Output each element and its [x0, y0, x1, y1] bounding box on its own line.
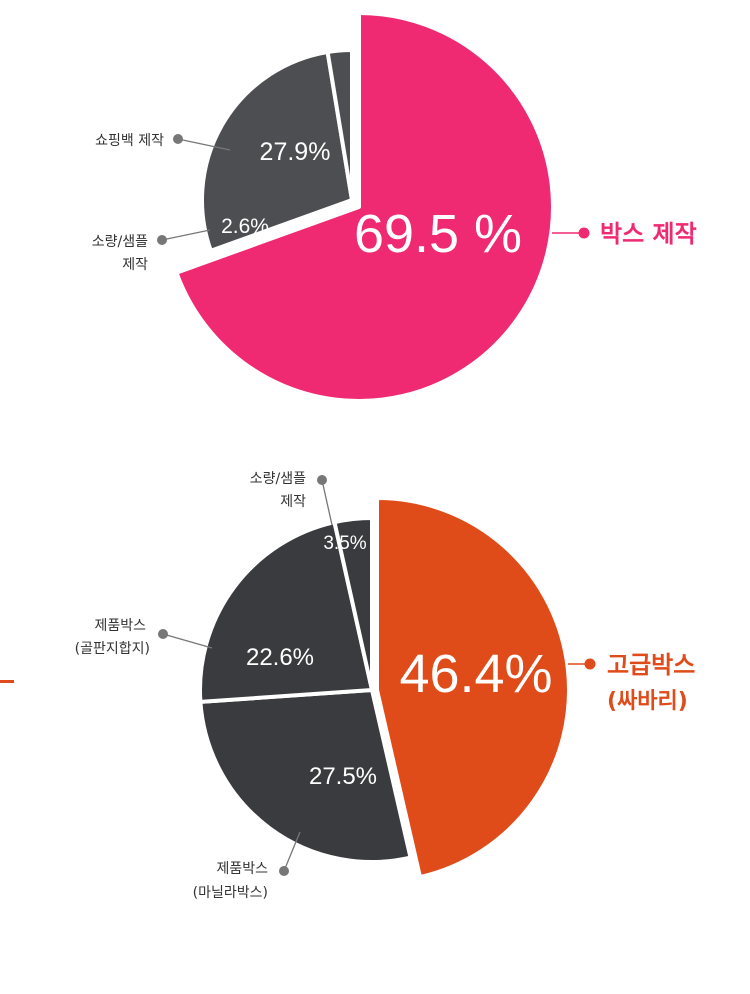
callout-label-corrugated-line2: (골판지합지) — [75, 641, 150, 657]
callout-label-sample-line1: 소량/샘플 — [250, 471, 306, 487]
callout-line — [161, 229, 211, 241]
pie-slice — [198, 688, 413, 864]
pie-slice — [198, 520, 374, 704]
slice-value-label: 22.6% — [246, 644, 314, 671]
slice-value-label: 2.6% — [221, 215, 269, 238]
slice-value-label: 69.5 % — [354, 204, 522, 264]
pie-slice — [200, 49, 354, 253]
callout-label-luxury-line2: (싸바리) — [607, 689, 688, 714]
callout-dot — [157, 235, 167, 245]
callout-dot — [158, 629, 168, 639]
pie-slice — [325, 48, 354, 202]
callout-line — [162, 633, 213, 649]
callout-label-corrugated-line1: 제품박스 — [94, 618, 146, 634]
callout-label-box: 박스 제작 — [600, 220, 697, 248]
callout-label-luxury-line1: 고급박스 — [607, 651, 695, 679]
slice-value-label: 46.4% — [399, 644, 552, 704]
slice-value-label: 27.5% — [309, 763, 377, 790]
callout-label-sample-line2: 제작 — [280, 494, 306, 510]
chart-1-slices — [174, 11, 555, 403]
callout-dot — [578, 227, 590, 239]
chart-2-slices — [198, 496, 571, 880]
callout-line — [321, 479, 333, 526]
pie-chart-1: 69.5 % 27.9% 2.6% 박스 제작 쇼핑백 제작 소량/샘플 제작 — [92, 11, 697, 403]
slice-value-label: 3.5% — [323, 533, 366, 554]
callout-label-shopping-bag: 쇼핑백 제작 — [95, 133, 164, 149]
callout-dot — [584, 658, 596, 670]
pie-chart-2: 46.4% 27.5% 22.6% 3.5% 고급박스 (싸바리) 소량/샘플 … — [75, 471, 696, 901]
slice-value-label: 27.9% — [260, 138, 331, 166]
pie-slice — [375, 496, 571, 880]
callout-dot — [317, 475, 327, 485]
pie-slice — [174, 11, 555, 403]
callout-label-sample-line2: 제작 — [122, 257, 148, 273]
callout-line — [177, 138, 231, 151]
callout-dot — [173, 134, 183, 144]
callout-line — [283, 831, 301, 872]
callout-label-sample-line1: 소량/샘플 — [92, 234, 148, 250]
callout-label-manila-line2: (마닐라박스) — [193, 885, 268, 901]
pie-slice — [332, 516, 374, 692]
accent-dash — [0, 680, 14, 683]
callout-label-manila-line1: 제품박스 — [216, 861, 268, 877]
callout-dot — [279, 866, 289, 876]
